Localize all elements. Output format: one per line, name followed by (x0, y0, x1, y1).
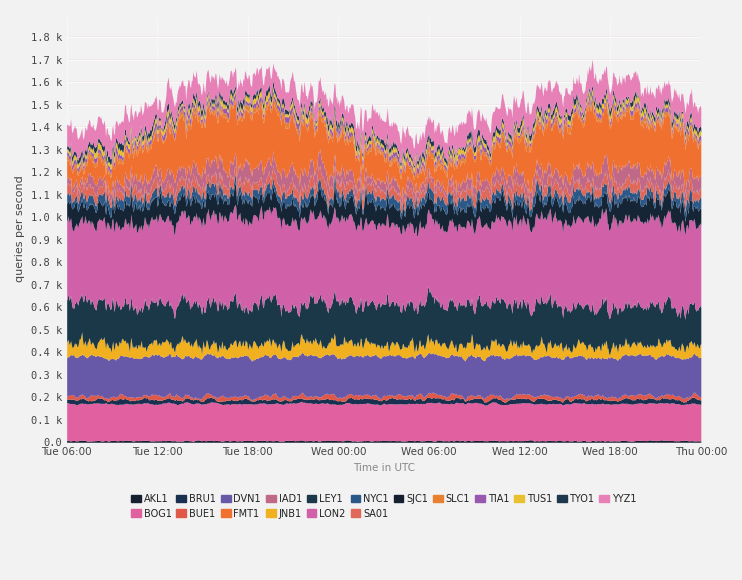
Legend: AKL1, BOG1, BRU1, BUE1, DVN1, FMT1, IAD1, JNB1, LEY1, LON2, NYC1, SA01, SJC1, SL: AKL1, BOG1, BRU1, BUE1, DVN1, FMT1, IAD1… (127, 490, 640, 523)
Y-axis label: queries per second: queries per second (15, 175, 25, 282)
X-axis label: Time in UTC: Time in UTC (352, 463, 415, 473)
